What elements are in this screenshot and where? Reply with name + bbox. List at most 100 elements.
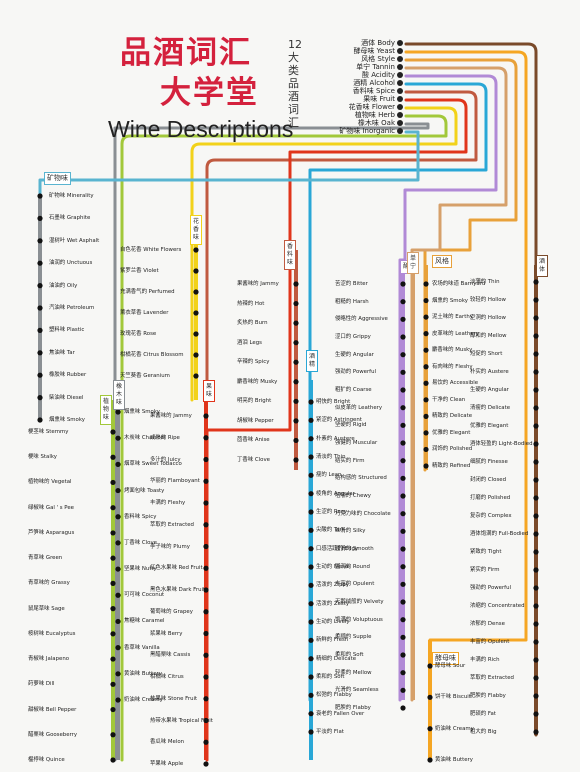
station-dot (400, 405, 406, 411)
station-dot (400, 475, 406, 481)
station-dot (533, 513, 539, 519)
station-col3: 奶油味 Creamy (124, 697, 163, 703)
station-dot (293, 300, 299, 307)
station-col4: 薰衣草香 Lavender (120, 310, 169, 316)
station-col6: 胡椒味 Pepper (237, 417, 274, 424)
station-col11: 打磨的 Polished (470, 495, 511, 501)
station-dot (293, 457, 299, 463)
station-dot (533, 675, 539, 681)
station-dot (193, 373, 199, 379)
station-dot (110, 656, 116, 662)
legend-item: 酸 Acidity (325, 72, 403, 79)
line-spice (205, 90, 478, 402)
station-dot (193, 352, 199, 358)
station-dot (427, 726, 433, 732)
station-dot (110, 732, 116, 738)
station-col8: 圆润的 Round (335, 563, 370, 570)
station-col8: 侵略性的 Aggressive (335, 316, 388, 323)
station-dot (423, 413, 429, 419)
station-col5: 成熟的 Ripe (150, 434, 180, 441)
station-dot (203, 478, 209, 484)
station-col11: 空洞的 Hollow (470, 315, 506, 321)
station-col8: 粗犷的 Coarse (335, 387, 372, 393)
station-col4: 柑橘花香 Citrus Blossom (120, 352, 184, 358)
station-col2: 植物味的 Vegetal (28, 479, 72, 486)
station-dot (427, 694, 433, 700)
station-dot (37, 305, 43, 311)
station-dot (115, 645, 121, 651)
station-dot (400, 316, 406, 322)
station-col11: 萃取的 Extracted (470, 675, 514, 681)
station-col2: 莳萝味 Dill (28, 681, 55, 688)
station-col7: 衰老的 Fallen Over (316, 710, 365, 717)
station-dot (37, 215, 43, 221)
station-col11: 丰富的 Opulent (470, 639, 510, 645)
station-col4: 天竺葵香 Geranium (120, 373, 170, 379)
station-dot (308, 582, 314, 588)
station-col2: 芦笋味 Asparagus (28, 529, 75, 536)
station-col8: 圆滑的 Smooth (335, 546, 374, 552)
station-dot (400, 670, 406, 676)
station-col8: 咀嚼的 Chewy (335, 493, 371, 499)
station-dot (400, 652, 406, 658)
station-col10: 饼干味 Biscuit (435, 694, 471, 701)
line-acidity (398, 74, 498, 702)
station-col1: 汽油味 Petroleum (49, 305, 95, 311)
station-col3: 坚果味 Nutty (124, 566, 157, 573)
station-col8: 肥腴的 Flabby (335, 705, 371, 711)
station-dot (308, 564, 314, 570)
station-dot (110, 757, 116, 763)
page-title-line2: 大学堂 (160, 75, 259, 111)
tag-style: 风格 (432, 255, 452, 268)
station-col3: 烟熏味 Smoky (124, 409, 160, 415)
line-style (404, 58, 518, 472)
station-dot (203, 630, 209, 637)
station-dot (193, 289, 199, 295)
station-dot (308, 711, 314, 717)
station-dot (193, 331, 199, 337)
station-dot (308, 674, 314, 680)
legend-item: 酒精 Alcohol (325, 80, 403, 87)
station-dot (533, 423, 539, 429)
station-dot (203, 717, 209, 724)
station-col8: 苦涩的 Bitter (335, 281, 368, 287)
station-col2: 梗味 Stalky (28, 454, 57, 461)
station-col7: 精细的 Delicate (316, 655, 357, 662)
station-col11: 粗大的 Big (470, 729, 497, 735)
station-col10: 黄油味 Buttery (435, 757, 473, 763)
station-dot (37, 193, 43, 199)
station-dot (308, 417, 314, 423)
station-col6: 麝香味的 Musky (237, 378, 278, 385)
station-dot (400, 546, 406, 552)
station-dot (110, 580, 116, 586)
tag-yeast: 酵母味 (432, 652, 459, 665)
station-col8: 涩口的 Grippy (335, 334, 371, 340)
station-dot (423, 281, 429, 287)
station-dot (115, 409, 121, 415)
legend-item: 单宁 Tannin (325, 64, 403, 71)
station-col11: 优雅的 Elegant (470, 423, 509, 429)
station-col3: 焦糖味 Caramel (124, 618, 165, 625)
station-col9: 干净的 Clean (432, 396, 466, 403)
station-col8: 柔顺的 Supple (335, 634, 372, 641)
legend-item: 香料味 Spice (325, 88, 403, 95)
station-col2: 鼠尾草味 Sage (28, 605, 65, 612)
station-col3: 香料味 Spicy (124, 513, 157, 520)
station-dot (308, 546, 314, 552)
tag-oak: 橡木味 (113, 380, 125, 410)
station-dot (293, 340, 299, 346)
station-col9: 皮革味的 Leathery (432, 330, 480, 337)
station-dot (533, 495, 539, 501)
legend-item: 矿物味 Inorganic (325, 128, 403, 135)
station-col11: 细腻的 Finesse (470, 459, 508, 465)
station-col11: 浓郁的 Dense (470, 621, 505, 627)
station-col5: 萃取的 Extracted (150, 521, 194, 528)
station-dot (37, 238, 43, 244)
station-col10: 酵母味 Sour (435, 663, 466, 669)
station-dot (423, 314, 429, 320)
station-dot (400, 511, 406, 517)
station-col7: 活泼的 Zippy (316, 582, 350, 589)
station-col7: 活泼的 Zesty (316, 600, 350, 607)
station-dot (115, 435, 121, 441)
